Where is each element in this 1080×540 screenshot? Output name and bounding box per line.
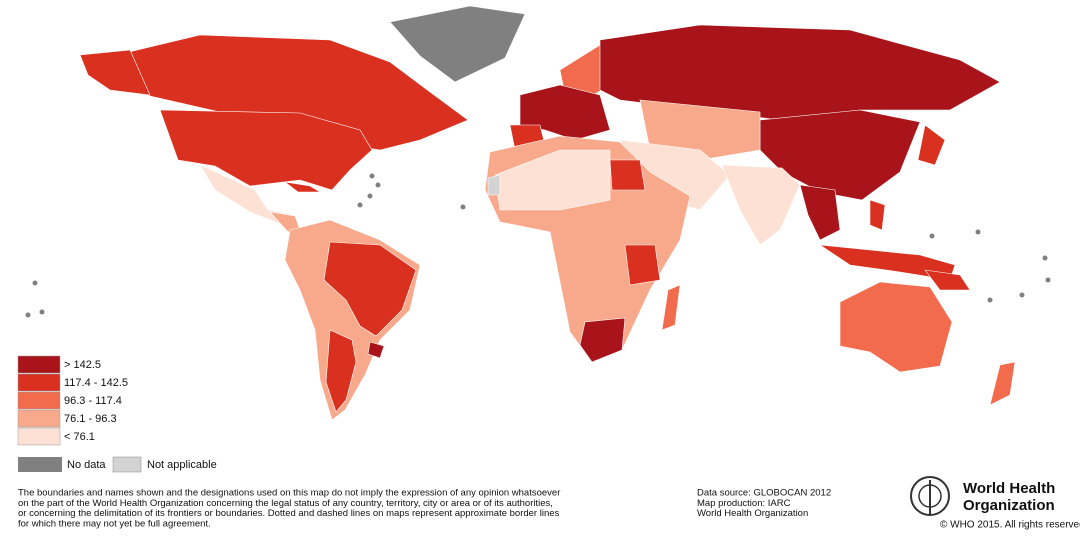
island [975,229,981,235]
central-asia [639,99,761,161]
disclaimer-line: The boundaries and names shown and the d… [18,488,560,499]
disclaimer: The boundaries and names shown and the d… [18,488,560,530]
disclaimer-line: or concerning the delimitation of its fr… [18,508,560,519]
indochina [799,184,841,241]
china [759,109,921,201]
island [39,309,45,315]
legend: > 142.5 117.4 - 142.5 96.3 - 117.4 76.1 - 9… [17,355,217,473]
island [929,233,935,239]
disclaimer-line: on the part of the World Health Organiza… [18,498,553,509]
alaska [79,49,151,96]
logo-text: Organization [963,497,1055,514]
legend-label: < 76.1 [64,431,95,443]
legend-swatch [18,457,62,472]
legend-swatch [17,427,61,446]
legend-label: Not applicable [147,459,217,471]
legend-label: 76.1 - 96.3 [64,413,117,425]
island [1042,255,1048,261]
legend-label: 117.4 - 142.5 [64,377,128,389]
legend-swatch [17,373,61,392]
island [367,193,373,199]
indonesia [819,244,956,281]
legend-swatch [17,391,61,410]
papua [924,269,971,291]
cuba [284,181,322,193]
island [25,312,31,318]
uruguay [367,341,385,359]
egypt [609,159,646,191]
island [1019,292,1025,298]
madagascar [661,284,681,331]
island [987,297,993,303]
usa [159,109,373,191]
greenland [389,5,526,83]
island [1045,277,1051,283]
new-zealand [989,361,1016,406]
legend-label: > 142.5 [64,359,101,371]
world-map [79,5,1016,421]
south-africa [579,317,626,363]
legend-swatch [17,409,61,428]
island [375,182,381,188]
source-line: Map production: IARC [697,498,791,509]
legend-swatch [112,456,142,473]
who-logo: World Health Organization © WHO 2015. Al… [910,476,1080,531]
canada [94,34,469,151]
legend-label: 96.3 - 117.4 [64,395,122,407]
island [32,280,38,286]
india [721,164,801,246]
australia [839,281,953,373]
north-africa [494,149,611,211]
legend-label: No data [67,459,106,471]
western-sahara [487,174,501,196]
legend-swatch [17,355,61,374]
philippines [869,199,886,231]
logo-emblem [910,476,950,516]
island [357,202,363,208]
source-line: World Health Organization [697,508,808,519]
brazil [323,241,417,337]
island [460,204,466,210]
island [369,173,375,179]
east-africa [624,244,661,286]
russia [599,24,1001,121]
logo-text: World Health [963,480,1055,497]
japan [917,124,946,166]
source-line: Data source: GLOBOCAN 2012 [697,488,831,499]
argentina [325,329,357,413]
disclaimer-line: for which there may not yet be full agre… [18,518,211,529]
copyright: © WHO 2015. All rights reserved [940,520,1080,531]
